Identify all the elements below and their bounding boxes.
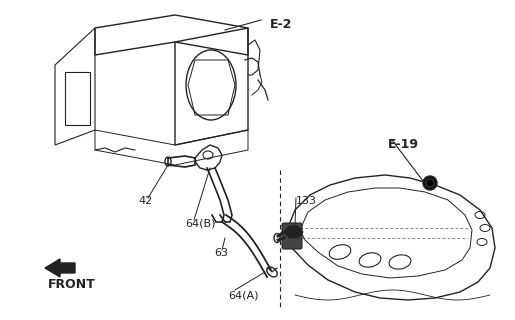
FancyBboxPatch shape (282, 223, 302, 249)
Polygon shape (284, 226, 303, 238)
Text: 133: 133 (296, 196, 317, 206)
Text: 64(B): 64(B) (185, 218, 215, 228)
Text: 42: 42 (138, 196, 152, 206)
Text: 64(A): 64(A) (228, 290, 259, 300)
FancyArrow shape (45, 259, 75, 277)
Text: FRONT: FRONT (48, 278, 96, 291)
Text: E-2: E-2 (270, 18, 293, 31)
Circle shape (423, 176, 437, 190)
Text: E-19: E-19 (388, 138, 419, 151)
Text: 63: 63 (214, 248, 228, 258)
Circle shape (426, 179, 434, 187)
